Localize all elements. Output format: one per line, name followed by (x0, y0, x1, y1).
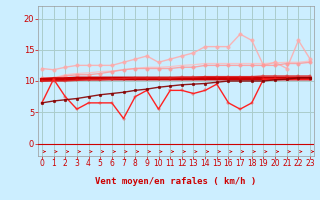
X-axis label: Vent moyen/en rafales ( km/h ): Vent moyen/en rafales ( km/h ) (95, 177, 257, 186)
